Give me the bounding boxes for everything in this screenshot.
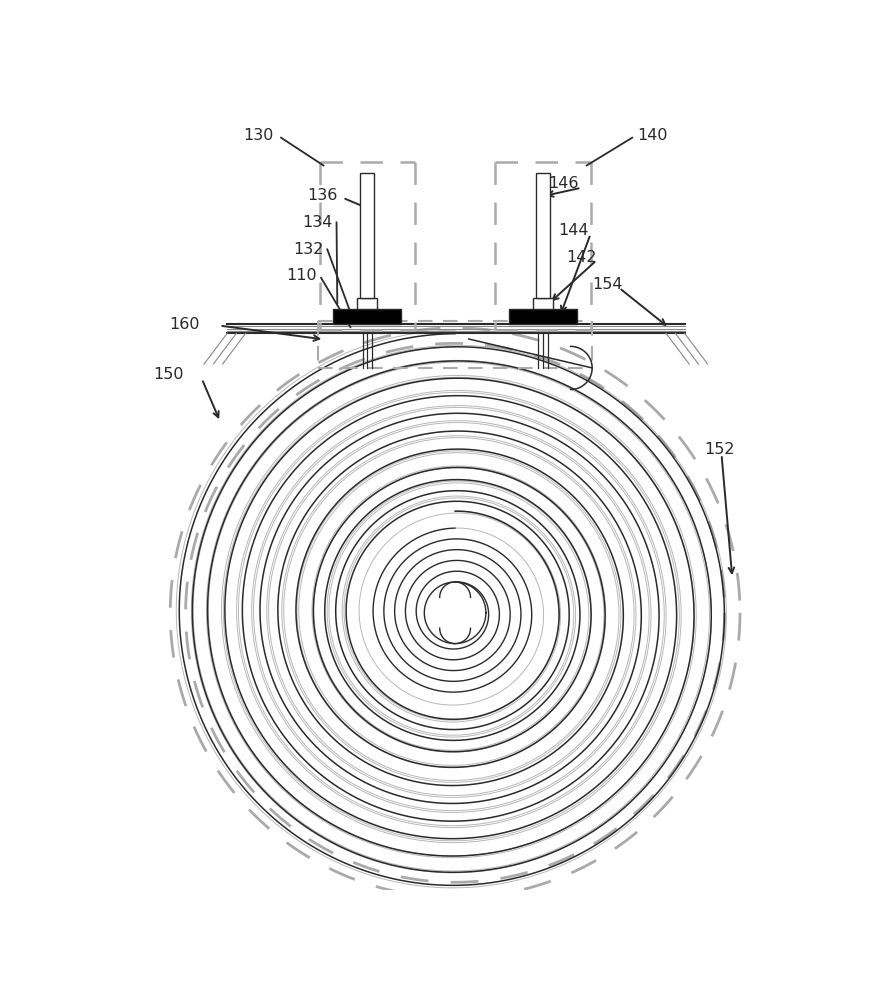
Text: 160: 160 [169,317,199,332]
Text: 144: 144 [559,223,589,238]
Bar [536,173,550,298]
Text: 146: 146 [549,176,579,191]
Bar [533,298,553,309]
Text: 110: 110 [287,268,317,283]
Bar [333,309,401,324]
Bar [357,298,377,309]
Text: 134: 134 [302,215,332,230]
Text: 136: 136 [307,188,337,203]
Text: 152: 152 [704,442,734,457]
Text: 142: 142 [567,250,597,265]
Text: 140: 140 [637,128,668,143]
Bar [361,173,374,298]
Bar [509,309,577,324]
Text: 130: 130 [242,128,274,143]
Text: 132: 132 [293,242,323,257]
Text: 150: 150 [154,367,184,382]
Text: 154: 154 [592,277,622,292]
